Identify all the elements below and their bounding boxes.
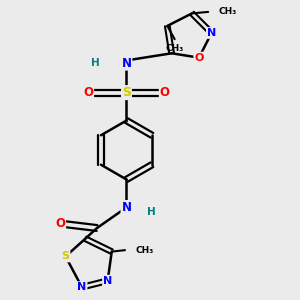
- Text: O: O: [83, 86, 93, 99]
- Text: O: O: [160, 86, 170, 99]
- Text: N: N: [122, 57, 131, 70]
- Text: O: O: [55, 217, 65, 230]
- Text: N: N: [103, 276, 112, 286]
- Text: S: S: [122, 86, 131, 99]
- Text: H: H: [147, 207, 156, 217]
- Text: CH₃: CH₃: [135, 246, 154, 255]
- Text: H: H: [91, 58, 100, 68]
- Text: CH₃: CH₃: [166, 44, 184, 52]
- Text: S: S: [61, 251, 70, 262]
- Text: N: N: [77, 282, 86, 292]
- Text: N: N: [122, 201, 131, 214]
- Text: N: N: [207, 28, 216, 38]
- Text: O: O: [194, 52, 204, 63]
- Text: CH₃: CH₃: [218, 8, 237, 16]
